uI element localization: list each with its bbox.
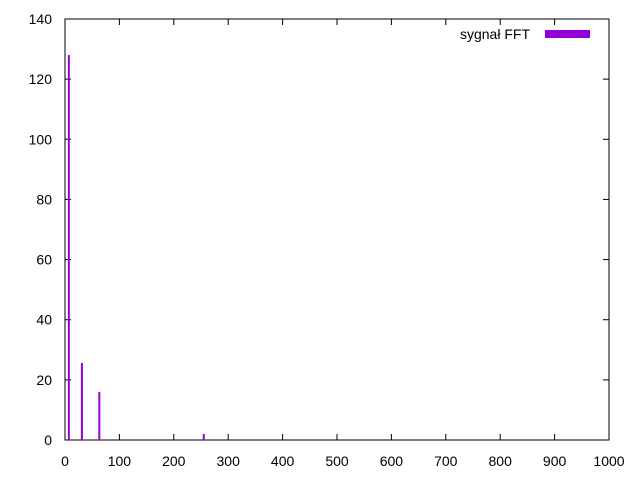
y-tick-label: 120 bbox=[29, 71, 53, 87]
bar bbox=[202, 433, 205, 440]
y-tick-label: 140 bbox=[29, 11, 53, 27]
x-tick-label: 500 bbox=[325, 453, 349, 469]
legend: sygnał FFT bbox=[460, 26, 590, 42]
y-tick-label: 60 bbox=[36, 252, 52, 268]
y-tick-label: 20 bbox=[36, 372, 52, 388]
bar bbox=[98, 391, 101, 440]
x-tick-label: 600 bbox=[380, 453, 404, 469]
legend-swatch bbox=[545, 30, 590, 38]
x-tick-label: 300 bbox=[217, 453, 241, 469]
x-tick-label: 900 bbox=[543, 453, 567, 469]
x-tick-label: 1000 bbox=[593, 453, 624, 469]
x-tick-label: 0 bbox=[61, 453, 69, 469]
bar bbox=[80, 363, 83, 440]
x-tick-label: 200 bbox=[162, 453, 186, 469]
bar bbox=[67, 55, 70, 440]
x-tick-label: 400 bbox=[271, 453, 295, 469]
y-tick-label: 100 bbox=[29, 131, 53, 147]
bars bbox=[67, 55, 205, 440]
legend-label: sygnał FFT bbox=[460, 26, 530, 42]
x-tick-label: 800 bbox=[489, 453, 513, 469]
x-tick-label: 700 bbox=[434, 453, 458, 469]
axes: 0 100 200 300 400 500 600 700 800 900 1000 0 20 40 60 8… bbox=[29, 11, 625, 469]
y-tick-label: 40 bbox=[36, 312, 52, 328]
y-tick-label: 0 bbox=[44, 432, 52, 448]
y-tick-label: 80 bbox=[36, 191, 52, 207]
x-tick-label: 100 bbox=[108, 453, 132, 469]
